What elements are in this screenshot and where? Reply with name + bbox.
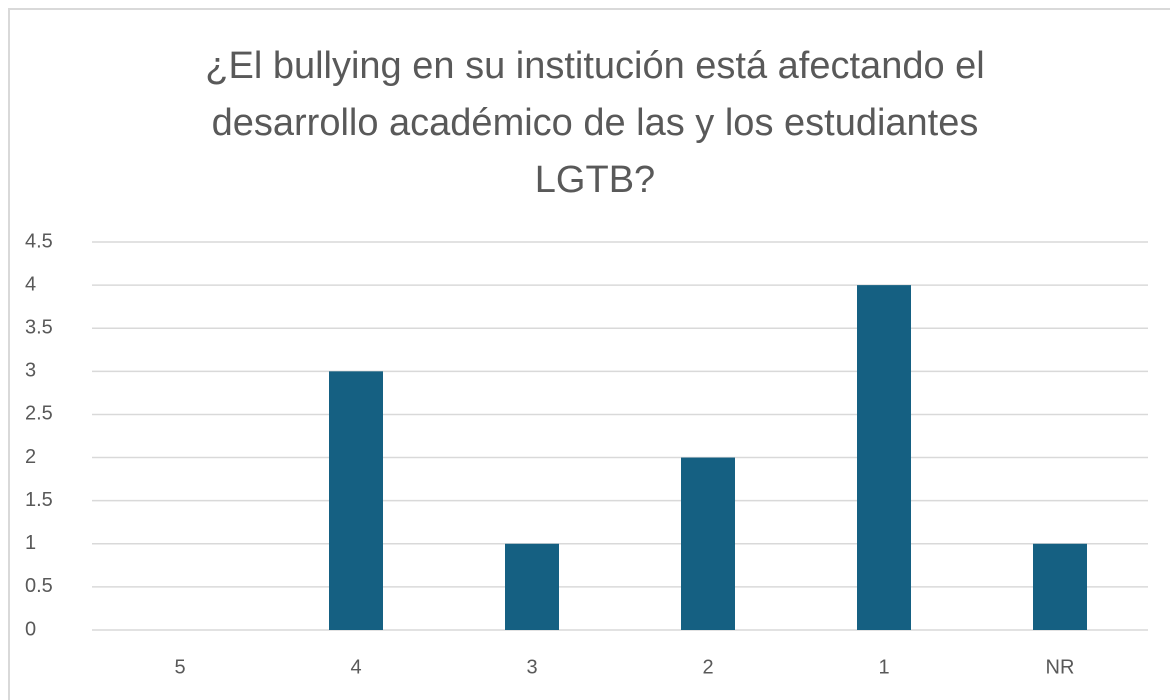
x-tick-label: 4 (350, 656, 361, 678)
x-tick-label: 1 (878, 656, 889, 678)
bar (857, 285, 911, 630)
bar (329, 371, 383, 630)
x-tick-label: 3 (526, 656, 537, 678)
y-tick-label: 3.5 (25, 317, 53, 339)
chart-title: ¿El bullying en su institución está afec… (205, 45, 984, 87)
y-tick-label: 1.5 (25, 489, 53, 511)
x-tick-label: NR (1046, 656, 1075, 678)
x-tick-label: 5 (174, 656, 185, 678)
chart-frame (8, 8, 1170, 700)
bar (681, 457, 735, 630)
bar (1033, 543, 1087, 630)
y-tick-label: 0 (25, 618, 36, 640)
y-tick-label: 2.5 (25, 403, 53, 425)
y-tick-label: 4.5 (25, 230, 53, 252)
x-tick-label: 2 (702, 656, 713, 678)
y-tick-label: 0.5 (25, 575, 53, 597)
bar (505, 543, 559, 630)
chart-title: desarrollo académico de las y los estudi… (212, 102, 979, 144)
y-tick-label: 3 (25, 360, 36, 382)
chart-title: LGTB? (535, 159, 655, 201)
y-tick-label: 4 (25, 273, 36, 295)
y-tick-label: 1 (25, 532, 36, 554)
y-tick-label: 2 (25, 446, 36, 468)
